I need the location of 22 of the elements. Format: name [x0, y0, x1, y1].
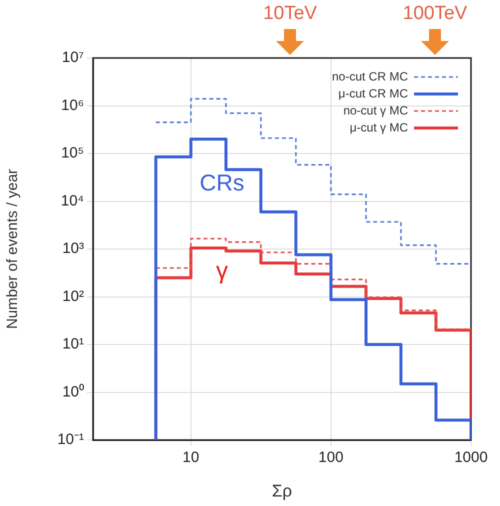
legend-label: μ-cut γ MC — [350, 120, 408, 134]
legend-label: μ-cut CR MC — [338, 86, 408, 100]
y-tick-label: 10⁴ — [60, 192, 84, 210]
y-tick-label: 10⁶ — [61, 96, 84, 114]
annotation: γ — [216, 258, 228, 285]
y-tick-label: 10¹ — [62, 336, 84, 353]
legend-label: no-cut CR MC — [332, 69, 408, 84]
x-tick-label: 100 — [318, 449, 344, 466]
y-tick-label: 10² — [62, 288, 84, 305]
x-axis-title: Σρ — [272, 481, 292, 500]
text: 10TeV — [263, 3, 318, 24]
x-tick-label: 1000 — [454, 449, 488, 466]
annotation: CRs — [200, 169, 244, 196]
x-tick-label: 10 — [182, 449, 200, 466]
text: 100TeV — [402, 3, 468, 24]
y-tick-label: 10⁰ — [62, 383, 84, 400]
y-axis-title: Number of events / year — [4, 168, 22, 330]
y-tick-label: 10⁷ — [62, 49, 84, 66]
legend-label: no-cut γ MC — [343, 103, 408, 118]
y-tick-label: 10³ — [62, 240, 84, 258]
y-tick-label: 10⁻¹ — [57, 431, 84, 448]
y-tick-label: 10⁵ — [61, 144, 84, 162]
